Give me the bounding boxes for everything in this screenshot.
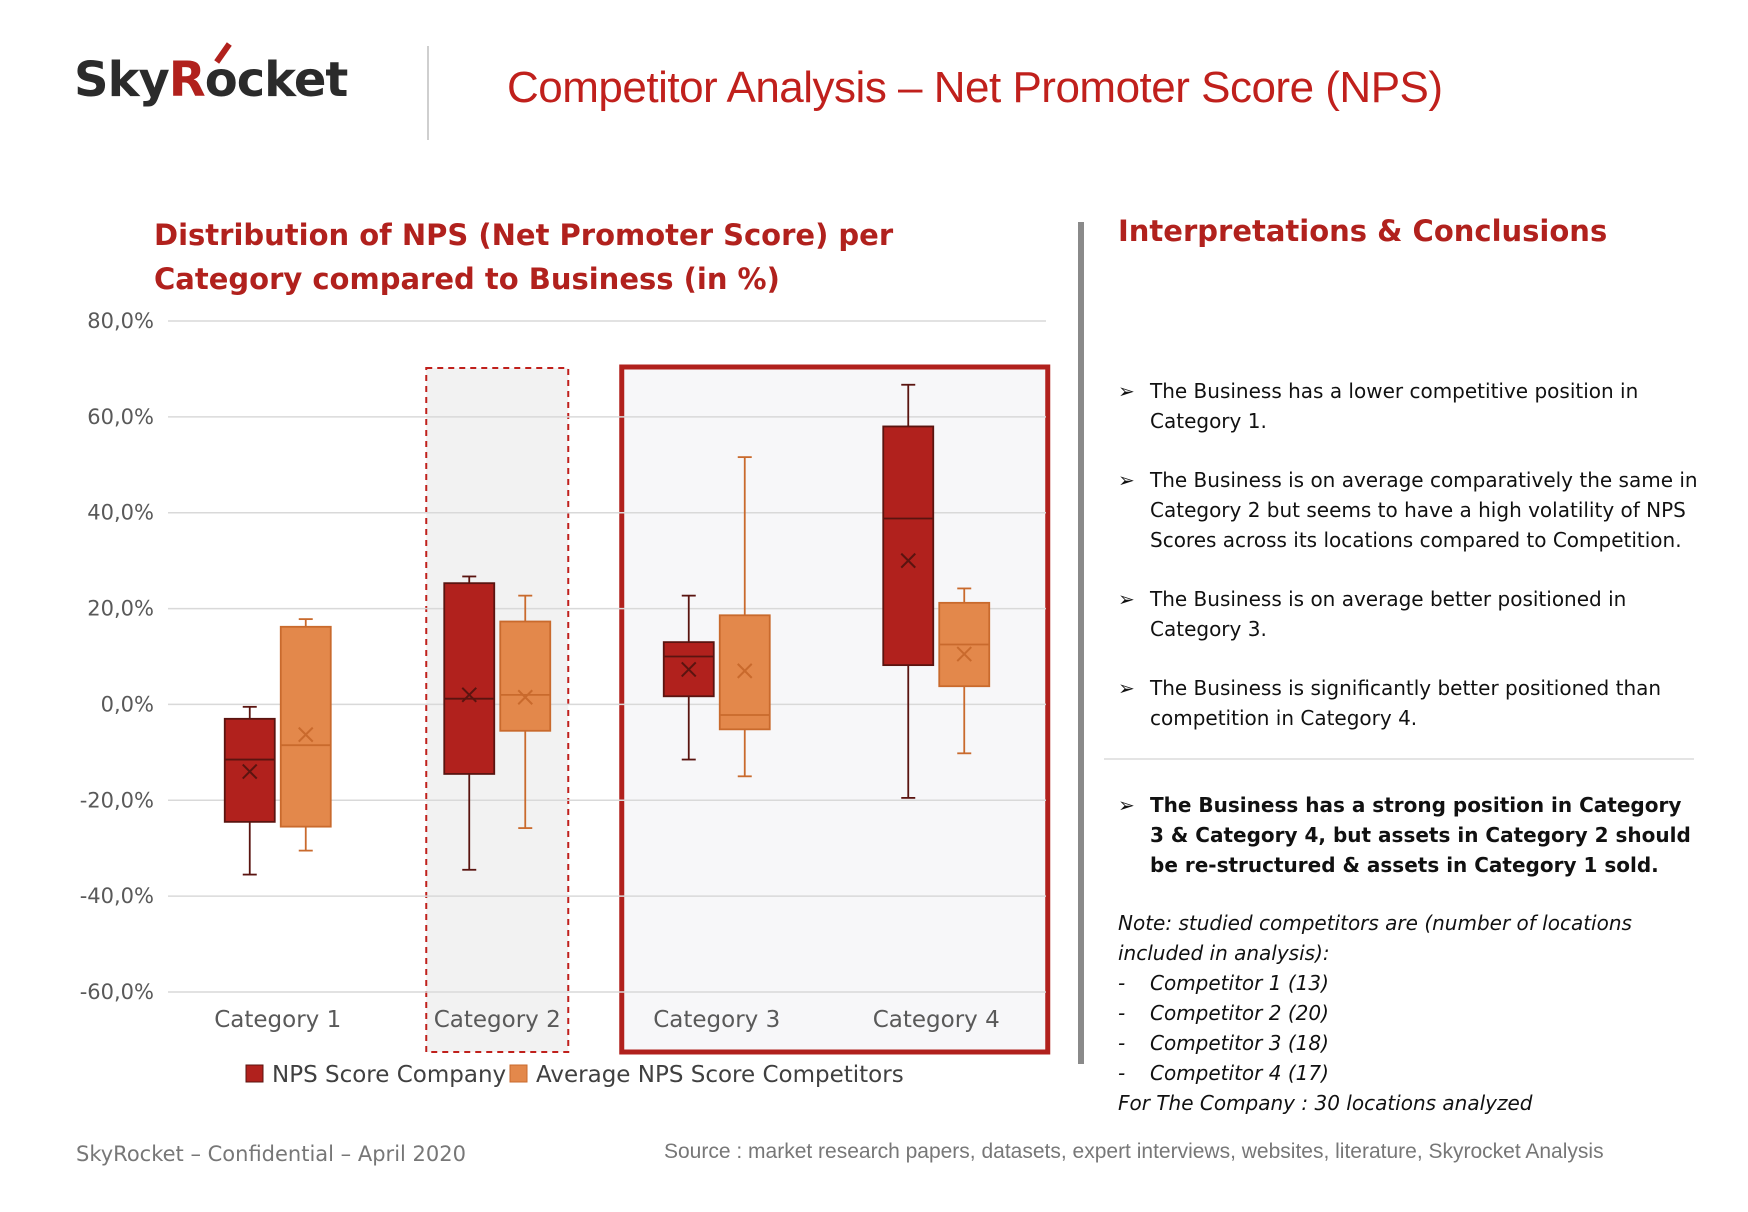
category-3-4-highlight	[619, 364, 1051, 1055]
footer-source: Source : market research papers, dataset…	[664, 1140, 1604, 1163]
arrow-bullet-icon: ➢	[1118, 676, 1135, 700]
interpretation-text: The Business has a lower competitive pos…	[1150, 379, 1639, 433]
arrow-bullet-icon: ➢	[1118, 468, 1135, 492]
y-tick-label: -20,0%	[80, 788, 154, 812]
interpretation-text: The Business is on average comparatively…	[1150, 468, 1698, 552]
conclusion: ➢ The Business has a strong position in C…	[1118, 790, 1698, 880]
competitor-item: - Competitor 4 (17)	[1118, 1058, 1698, 1088]
y-tick-label: -40,0%	[80, 884, 154, 908]
interpretation-text: The Business is on average better positi…	[1150, 587, 1627, 641]
vertical-divider	[1078, 222, 1084, 1064]
section-divider	[1104, 758, 1694, 760]
mean-marker	[737, 663, 753, 679]
interpretation-item: ➢ The Business has a lower competitive po…	[1118, 376, 1698, 436]
logo-ocket: ocket	[204, 52, 349, 108]
y-tick-label: 40,0%	[87, 501, 154, 525]
chart-title: Distribution of NPS (Net Promoter Score)…	[154, 218, 894, 296]
legend-swatch	[245, 1064, 264, 1083]
competitor-note: Note: studied competitors are (number of…	[1118, 908, 1698, 1118]
competitor-item: - Competitor 1 (13)	[1118, 968, 1698, 998]
box	[499, 620, 552, 732]
page-title: Competitor Analysis – Net Promoter Score…	[507, 63, 1443, 112]
competitor-text: Competitor 3 (18)	[1150, 1031, 1329, 1055]
box	[443, 582, 496, 775]
interpretation-text: The Business is significantly better pos…	[1150, 676, 1662, 730]
mean-marker	[242, 763, 258, 780]
interpretation-item: ➢ The Business is on average comparativel…	[1118, 465, 1698, 555]
interpretation-item: ➢ The Business is on average better posit…	[1118, 584, 1698, 644]
nps-box-chart: 80,0% 60,0% 40,0% 20,0% 0,0% -20,0% -40,0% -60,…	[80, 309, 1051, 1088]
legend-label: NPS Score Company	[272, 1062, 506, 1088]
mean-marker	[298, 726, 314, 743]
box	[882, 425, 935, 667]
interpretations-title: Interpretations & Conclusions	[1118, 214, 1608, 248]
logo-sky: Sky	[74, 52, 170, 108]
footer-confidential: SkyRocket – Confidential – April 2020	[76, 1142, 466, 1166]
mean-marker	[956, 646, 972, 662]
mean-marker	[461, 687, 477, 703]
competitor-item: - Competitor 3 (18)	[1118, 1028, 1698, 1058]
interpretation-list: ➢ The Business has a lower competitive po…	[1118, 376, 1698, 762]
logo: SkyRocket	[74, 52, 349, 108]
x-category-label: Category 2	[434, 1007, 561, 1033]
box	[279, 625, 332, 828]
y-tick-label: 60,0%	[87, 405, 154, 429]
logo-r: R	[168, 52, 206, 108]
competitor-text: Competitor 4 (17)	[1150, 1061, 1329, 1085]
x-category-label: Category 1	[214, 1007, 341, 1033]
y-tick-label: 0,0%	[101, 692, 154, 716]
x-category-label: Category 3	[653, 1007, 780, 1033]
interpretation-item: ➢ The Business is significantly better po…	[1118, 673, 1698, 733]
y-tick-label: 20,0%	[87, 597, 154, 621]
note-intro: Note: studied competitors are (number of…	[1118, 911, 1632, 965]
arrow-bullet-icon: ➢	[1118, 587, 1135, 611]
x-category-label: Category 4	[873, 1007, 1000, 1033]
competitor-text: Competitor 1 (13)	[1150, 971, 1329, 995]
mean-marker	[681, 661, 697, 678]
dash-bullet: -	[1118, 971, 1126, 995]
legend-swatch	[509, 1064, 528, 1083]
dash-bullet: -	[1118, 1061, 1126, 1085]
conclusion-text: The Business has a strong position in Ca…	[1150, 793, 1691, 877]
arrow-bullet-icon: ➢	[1118, 793, 1135, 817]
legend-label: Average NPS Score Competitors	[536, 1062, 904, 1088]
dash-bullet: -	[1118, 1001, 1126, 1025]
note-footer: For The Company : 30 locations analyzed	[1118, 1091, 1533, 1115]
y-tick-label: -60,0%	[80, 980, 154, 1004]
competitor-text: Competitor 2 (20)	[1150, 1001, 1329, 1025]
box	[718, 614, 771, 731]
mean-marker	[517, 689, 533, 705]
mean-marker	[900, 552, 916, 569]
y-tick-label: 80,0%	[87, 309, 154, 333]
competitor-item: - Competitor 2 (20)	[1118, 998, 1698, 1028]
arrow-bullet-icon: ➢	[1118, 379, 1135, 403]
dash-bullet: -	[1118, 1031, 1126, 1055]
header-divider	[427, 46, 429, 140]
